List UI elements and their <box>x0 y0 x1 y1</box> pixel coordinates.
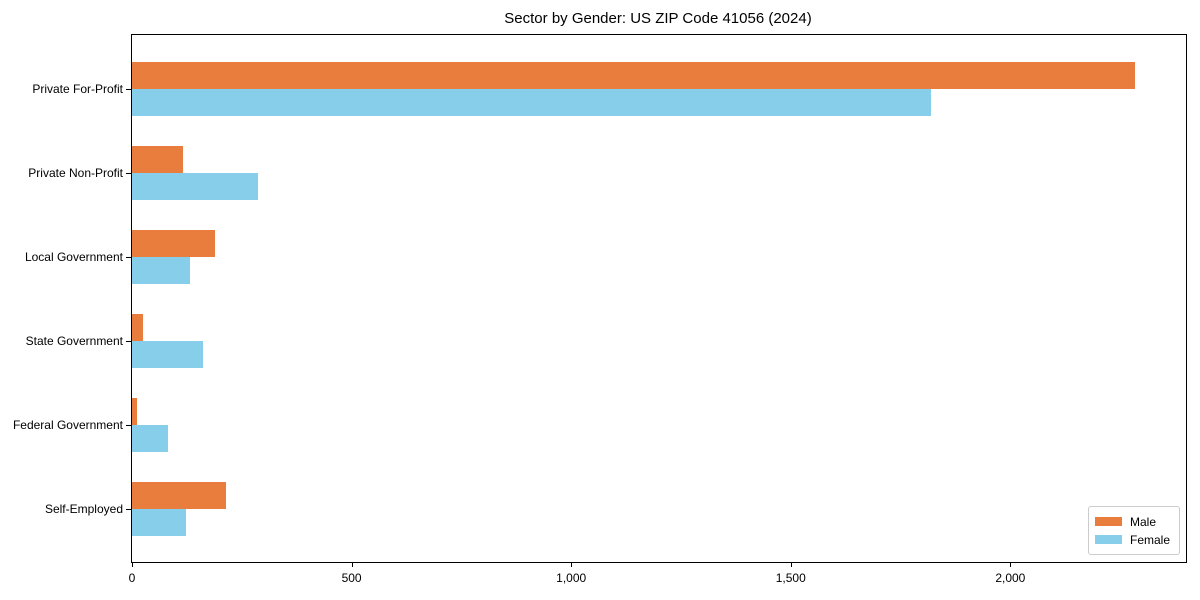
y-tick-self-employed <box>126 509 131 510</box>
chart-title: Sector by Gender: US ZIP Code 41056 (202… <box>504 10 812 27</box>
y-label-self-employed: Self-Employed <box>44 502 123 516</box>
x-tick-label-2000: 2,000 <box>995 571 1026 585</box>
bar-female-local-government <box>132 257 190 284</box>
bar-male-private-for-profit <box>132 62 1135 89</box>
y-tick-local-government <box>126 257 131 258</box>
y-label-private-non-profit: Private Non-Profit <box>28 166 123 180</box>
legend-item-female: Female <box>1094 531 1170 548</box>
y-label-private-for-profit: Private For-Profit <box>32 82 123 96</box>
legend-label-male: Male <box>1129 514 1156 529</box>
x-tick-label-500: 500 <box>341 571 362 585</box>
x-tick-label-0: 0 <box>128 571 136 585</box>
bar-male-state-government <box>132 314 144 341</box>
bar-male-federal-government <box>132 398 137 425</box>
y-label-local-government: Local Government <box>24 250 123 264</box>
x-tick-1000 <box>571 562 573 567</box>
y-label-state-government: State Government <box>25 334 123 348</box>
bar-female-self-employed <box>132 509 187 536</box>
bar-female-private-non-profit <box>132 173 258 200</box>
bar-female-federal-government <box>132 425 169 452</box>
bar-male-local-government <box>132 230 216 257</box>
legend-swatch-female <box>1094 535 1122 544</box>
x-tick-2000 <box>1010 562 1012 567</box>
bar-female-state-government <box>132 341 204 368</box>
bar-male-self-employed <box>132 482 226 509</box>
legend-item-male: Male <box>1094 513 1170 530</box>
legend-label-female: Female <box>1129 532 1170 547</box>
y-tick-federal-government <box>126 425 131 426</box>
legend-swatch-male <box>1094 517 1122 526</box>
x-tick-1500 <box>790 562 792 567</box>
bar-female-private-for-profit <box>132 89 932 116</box>
y-tick-private-for-profit <box>126 89 131 90</box>
x-tick-label-1500: 1,500 <box>775 571 806 585</box>
y-label-federal-government: Federal Government <box>12 418 123 432</box>
legend: Male Female <box>1087 506 1180 555</box>
x-tick-label-1000: 1,000 <box>556 571 587 585</box>
plot-area: Private For-Profit Private Non-Profit Loca… <box>13 34 1187 585</box>
x-tick-0 <box>132 562 133 567</box>
y-tick-private-non-profit <box>126 173 131 174</box>
x-tick-500 <box>351 562 353 567</box>
bar-male-private-non-profit <box>132 146 183 173</box>
y-tick-state-government <box>126 341 131 342</box>
